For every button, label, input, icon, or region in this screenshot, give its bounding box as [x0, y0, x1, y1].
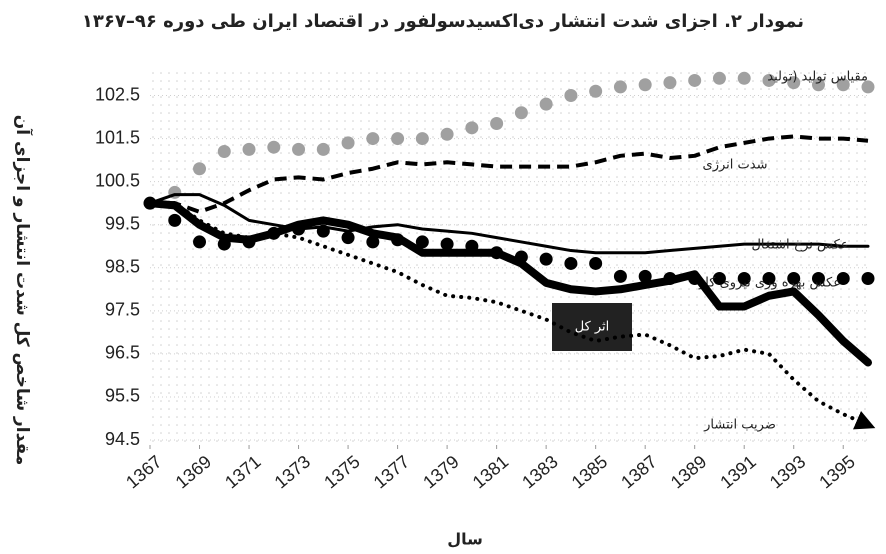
data-point: [688, 74, 701, 87]
data-point: [366, 132, 379, 145]
x-tick-label: 1373: [271, 451, 315, 492]
y-tick-label: 95.5: [105, 386, 140, 406]
data-point: [391, 132, 404, 145]
data-point: [663, 76, 676, 89]
data-point: [540, 253, 553, 266]
data-point: [465, 121, 478, 134]
data-point: [614, 80, 627, 93]
series-label: عکس نرخ اشتغال: [751, 238, 848, 253]
y-tick-label: 102.5: [95, 84, 140, 104]
x-tick-label: 1369: [172, 451, 216, 492]
x-tick-label: 1377: [370, 451, 414, 492]
data-point: [243, 143, 256, 156]
data-point: [738, 72, 751, 85]
data-point: [342, 136, 355, 149]
y-tick-label: 101.5: [95, 127, 140, 147]
x-tick-label: 1379: [419, 451, 463, 492]
data-point: [441, 128, 454, 141]
x-tick-label: 1371: [221, 451, 265, 492]
data-point: [515, 106, 528, 119]
x-tick-label: 1367: [122, 451, 166, 492]
data-point: [267, 141, 280, 154]
data-point: [317, 225, 330, 238]
x-tick-label: 1389: [667, 451, 711, 492]
data-point: [564, 89, 577, 102]
y-tick-label: 97.5: [105, 300, 140, 320]
data-point: [639, 78, 652, 91]
y-tick-label: 98.5: [105, 257, 140, 277]
series-label: شدت انرژی: [703, 158, 768, 173]
x-axis-label: سال: [447, 530, 483, 549]
data-point: [589, 85, 602, 98]
data-point: [614, 270, 627, 283]
data-point: [540, 98, 553, 111]
series-label: ضریب انتشار: [703, 418, 776, 433]
data-point: [193, 162, 206, 175]
data-point: [292, 143, 305, 156]
data-point: [218, 145, 231, 158]
data-point: [713, 72, 726, 85]
series-label: عکس بهره وری نیروی کار: [698, 276, 841, 291]
y-tick-label: 100.5: [95, 170, 140, 190]
data-point: [193, 235, 206, 248]
data-point: [441, 238, 454, 251]
chart: نمودار ۲. اجزای شدت انتشار دی‌اکسیدسولفو…: [0, 0, 886, 554]
x-tick-label: 1375: [320, 451, 364, 492]
y-axis-label: مقدار شاخص کل شدت انتشار و اجزای آن: [12, 115, 34, 465]
y-tick-label: 94.5: [105, 429, 140, 449]
data-point: [490, 117, 503, 130]
x-tick-label: 1393: [766, 451, 810, 492]
y-tick-label: 99.5: [105, 213, 140, 233]
data-point: [168, 214, 181, 227]
x-tick-label: 1383: [518, 451, 562, 492]
data-point: [564, 257, 577, 270]
y-tick-label: 96.5: [105, 343, 140, 363]
series-label: مقیاس تولید (تولید: [767, 70, 868, 85]
data-point: [317, 143, 330, 156]
x-tick-label: 1381: [469, 451, 513, 492]
x-tick-label: 1391: [716, 451, 760, 492]
series-label: اثر کل: [575, 320, 610, 335]
x-tick-label: 1385: [568, 451, 612, 492]
chart-title: نمودار ۲. اجزای شدت انتشار دی‌اکسیدسولفو…: [82, 11, 804, 32]
data-point: [342, 231, 355, 244]
x-tick-label: 1387: [617, 451, 661, 492]
data-point: [862, 272, 875, 285]
data-point: [589, 257, 602, 270]
x-tick-label: 1395: [815, 451, 859, 492]
data-point: [416, 132, 429, 145]
